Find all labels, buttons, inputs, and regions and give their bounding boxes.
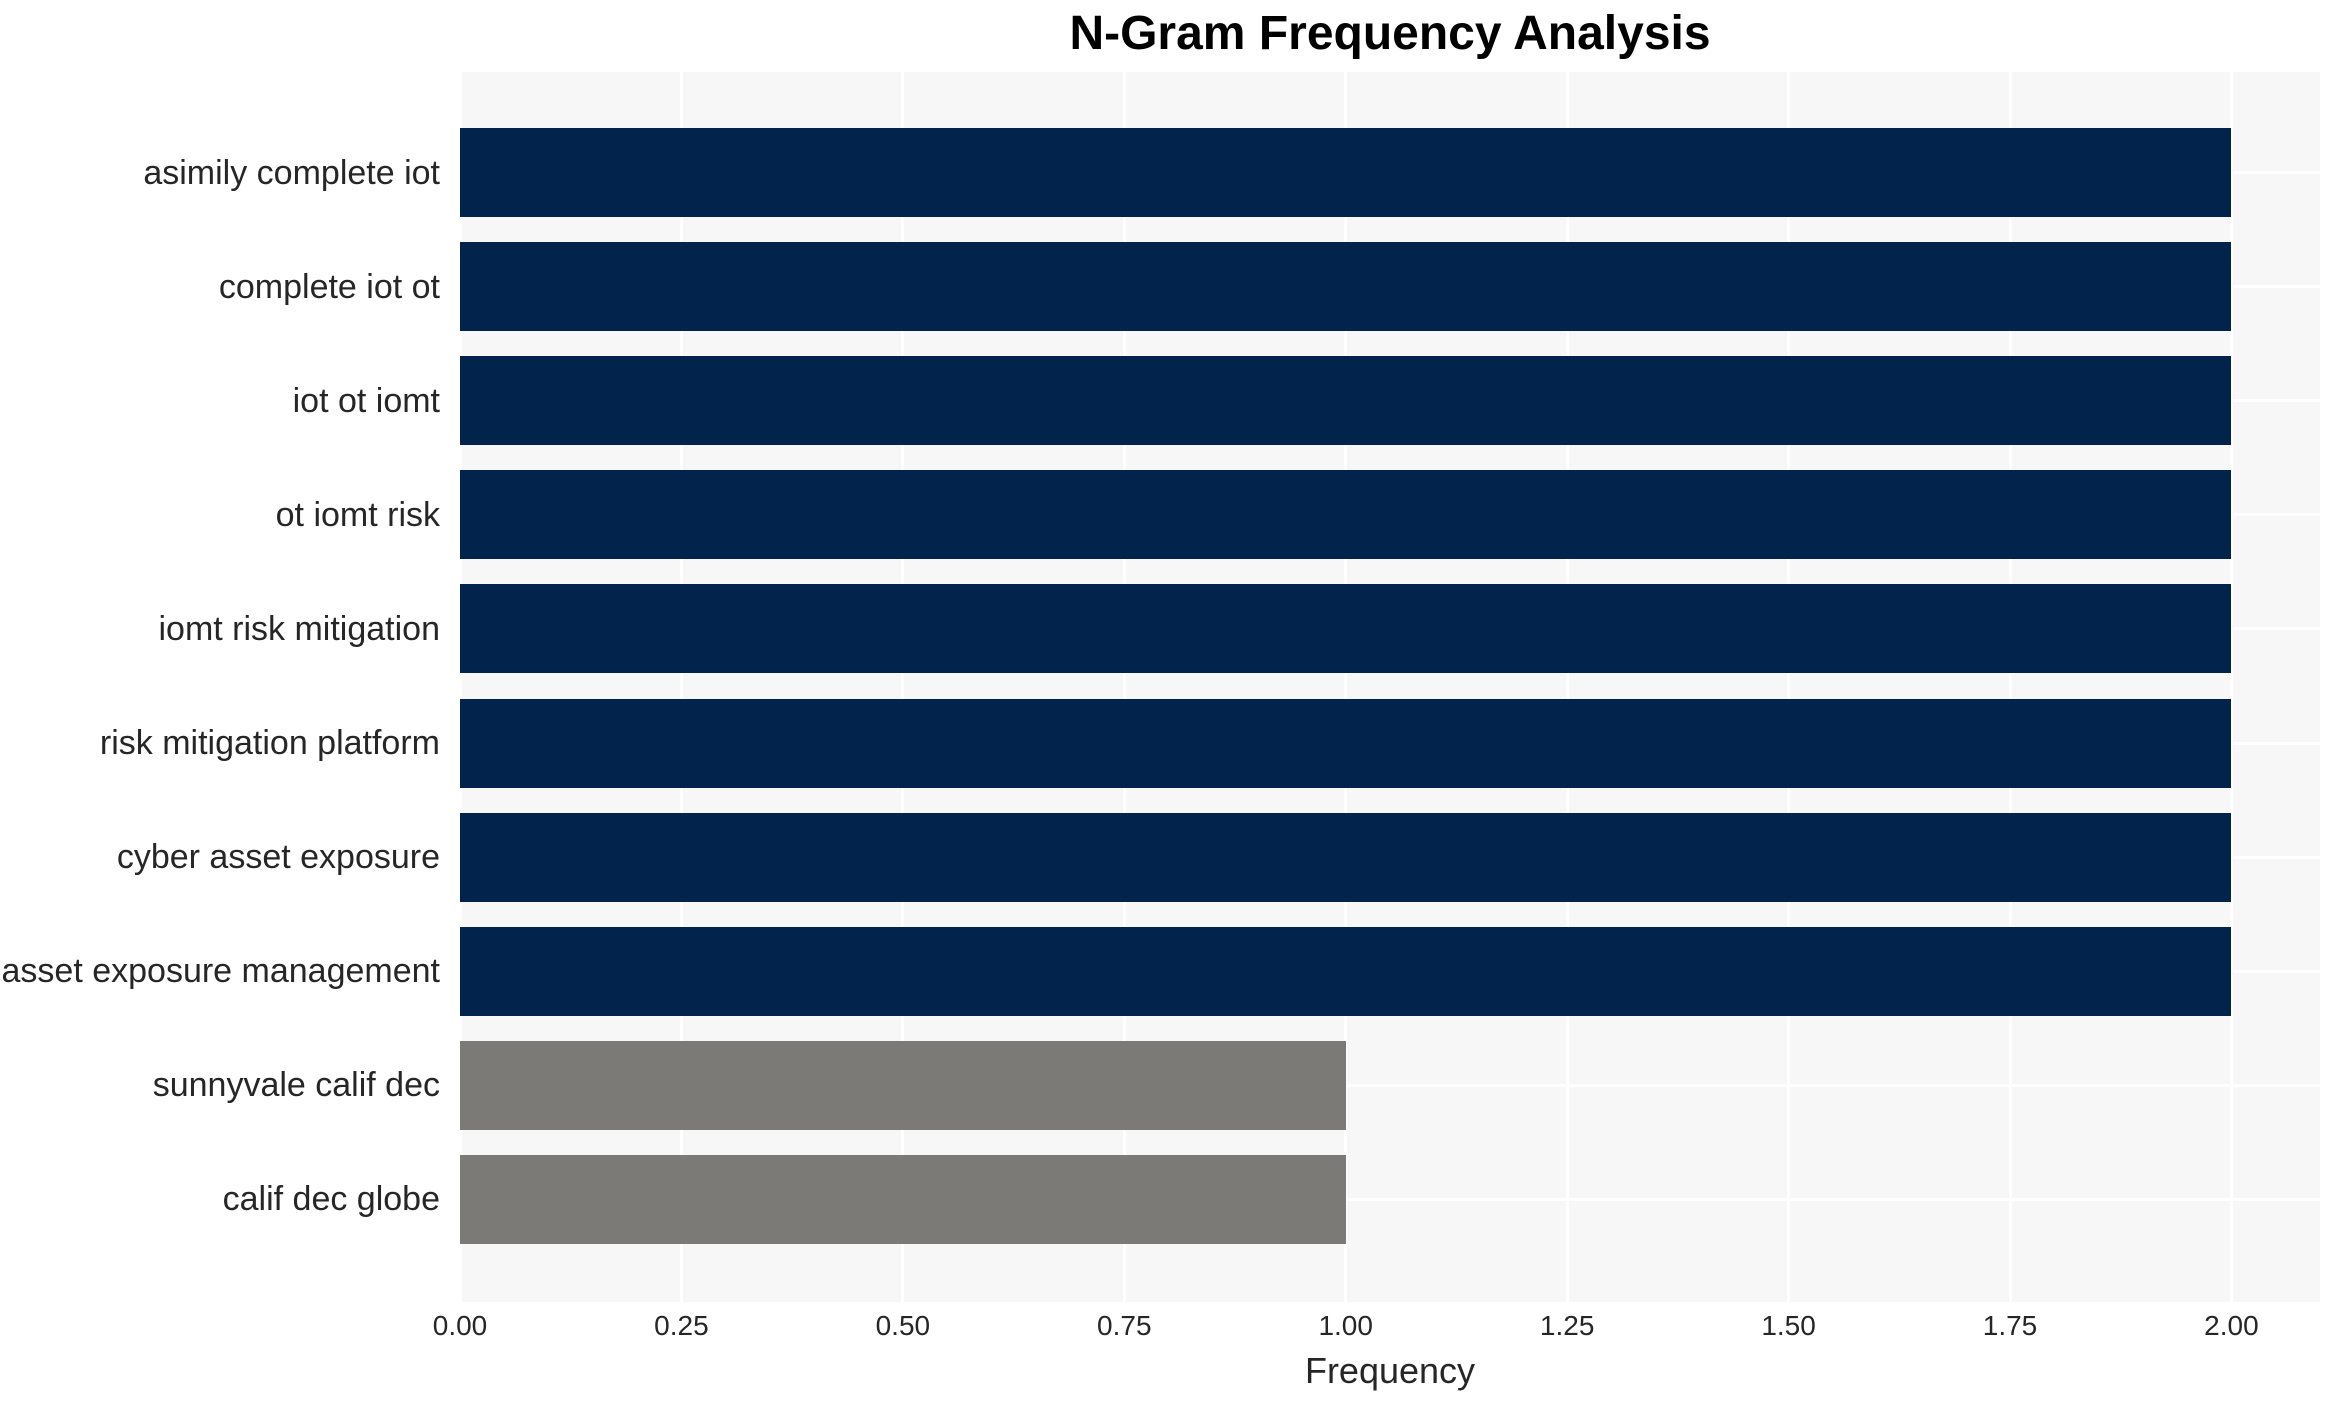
x-axis-tick-label: 0.25	[654, 1310, 709, 1341]
x-gridline	[2229, 72, 2233, 1302]
bar-complete-iot-ot	[460, 242, 2232, 332]
bar-ot-iomt-risk	[460, 470, 2232, 560]
x-axis-tick-label: 1.75	[1982, 1310, 2038, 1341]
x-gridline	[1787, 72, 1791, 1302]
y-axis-label: iomt risk mitigation	[158, 609, 440, 648]
y-axis-label: asimily complete iot	[143, 153, 440, 192]
x-gridline	[1565, 72, 1569, 1302]
x-axis-title: Frequency	[1304, 1350, 1476, 1391]
x-axis-tick-label: 0.00	[432, 1310, 488, 1341]
x-axis-tick-label: 1.25	[1539, 1310, 1595, 1341]
y-axis-label: calif dec globe	[222, 1180, 440, 1219]
x-axis-tick-label: 0.50	[875, 1310, 931, 1341]
y-axis-label: ot iomt risk	[275, 495, 440, 534]
y-axis-label: risk mitigation platform	[99, 724, 440, 762]
plot-area	[460, 72, 2320, 1302]
x-axis-tick-label: 1.50	[1761, 1310, 1816, 1341]
bar-iomt-risk-mitigation	[460, 584, 2232, 674]
y-axis-label: complete iot ot	[218, 267, 440, 306]
x-gridline	[679, 72, 683, 1302]
y-gridline	[460, 1083, 2320, 1087]
y-gridline	[460, 1197, 2320, 1201]
bar-asset-exposure-management	[460, 926, 2232, 1016]
bar-iot-ot-iomt	[460, 356, 2232, 446]
x-axis-ticks: 0.00 0.25 0.50 0.75 1.00 1.25 1.50 1.75 2.00	[433, 1310, 2320, 1350]
x-gridline	[460, 72, 462, 1302]
y-axis-label: asset exposure management	[1, 952, 440, 991]
y-axis-label: sunnyvale calif dec	[152, 1066, 440, 1105]
y-axis-label: iot ot iomt	[292, 381, 440, 420]
x-gridline	[1344, 72, 1348, 1302]
bar-risk-mitigation-platform	[460, 698, 2232, 788]
x-axis-tick-label: 1.00	[1318, 1310, 1373, 1341]
y-axis-labels: asimily complete iot complete iot ot iot o…	[0, 72, 450, 1302]
x-gridline	[1122, 72, 1126, 1302]
bar-cyber-asset-exposure	[460, 812, 2232, 902]
y-axis-label: cyber asset exposure	[116, 838, 440, 877]
bar-sunnyvale-calif-dec	[460, 1040, 1346, 1130]
x-gridline	[2008, 72, 2012, 1302]
x-axis-tick-label: 0.75	[1097, 1310, 1152, 1341]
x-gridline	[901, 72, 905, 1302]
bar-asimily-complete-iot	[460, 128, 2232, 217]
bar-calif-dec-globe	[460, 1154, 1346, 1244]
chart-title: N-Gram Frequency Analysis	[1069, 7, 1711, 60]
x-axis-tick-label: 2.00	[2204, 1310, 2259, 1341]
